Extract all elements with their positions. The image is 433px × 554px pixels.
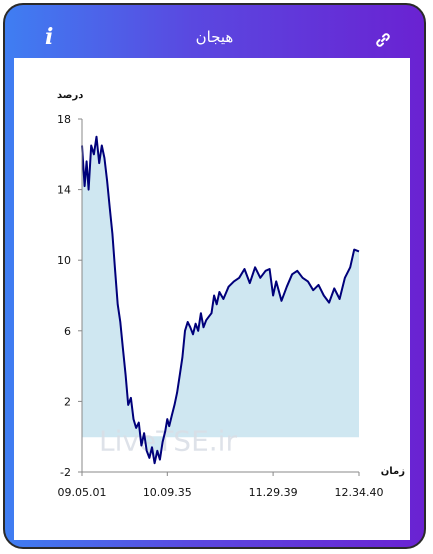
x-tick-label: 10.09.35: [143, 486, 192, 499]
card-header: i هیجان: [5, 5, 424, 61]
y-tick-label: 2: [64, 395, 71, 408]
y-tick-label: 14: [57, 184, 71, 197]
watermark: LiveTSE.ir: [99, 425, 237, 458]
x-tick-label: 11.29.39: [249, 486, 298, 499]
x-tick-label: 12.34.40: [335, 486, 384, 499]
series-line: [81, 135, 360, 465]
x-tick-label: 09.05.01: [58, 486, 107, 499]
chart-panel: LiveTSE.ir -2 2 6 10 14 18 09.05.01 10.09.35 11.2…: [14, 58, 410, 540]
link-icon[interactable]: [375, 32, 391, 48]
card-title: هیجان: [195, 28, 234, 46]
info-icon[interactable]: i: [45, 24, 54, 50]
card-frame: i هیجان LiveTSE.ir -2 2 6 10 14 18 09.05.01 10.0…: [3, 3, 426, 549]
y-tick-label: 10: [57, 254, 71, 267]
chart: LiveTSE.ir -2 2 6 10 14 18 09.05.01 10.09.35 11.2…: [57, 90, 405, 499]
y-tick-label: -2: [60, 466, 71, 479]
y-tick-label: 6: [64, 325, 71, 338]
y-tick-label: 18: [57, 113, 71, 126]
y-axis-label: درصد: [57, 90, 83, 101]
series-area: [82, 136, 359, 464]
x-axis-label: زمان: [381, 466, 405, 477]
